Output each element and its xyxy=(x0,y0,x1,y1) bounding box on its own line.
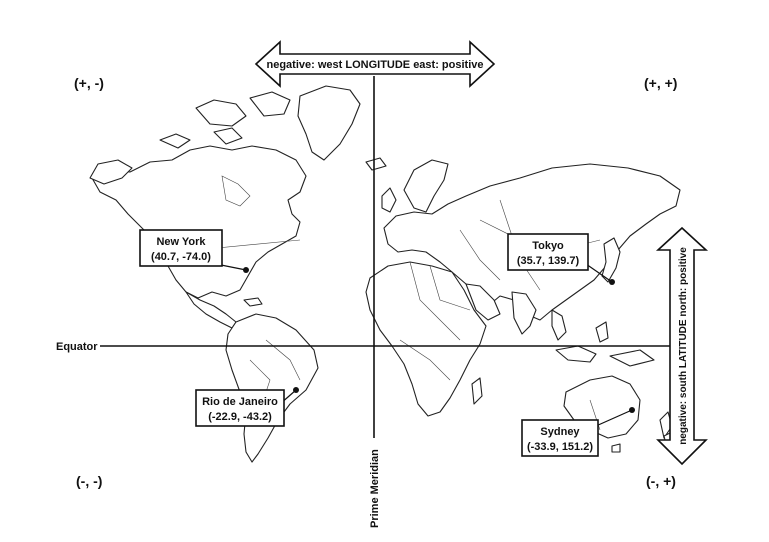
continents xyxy=(89,85,681,463)
city-marker-sydney xyxy=(629,407,635,413)
city-name-sydney: Sydney xyxy=(540,426,580,438)
city-name-rio-de-janeiro: Rio de Janeiro xyxy=(202,396,278,408)
latitude-arrow-label: negative: south LATITUDE north: positive xyxy=(678,247,689,445)
city-coords-new-york: (40.7, -74.0) xyxy=(151,251,211,263)
landmass-greenland xyxy=(297,85,361,161)
landmass-japan xyxy=(601,237,621,283)
landmass-central-america xyxy=(185,291,237,329)
longitude-arrow: negative: west LONGITUDE east: positive xyxy=(254,40,496,88)
landmass-africa xyxy=(365,261,487,417)
quadrant-label-top-right: (+, +) xyxy=(644,75,677,91)
city-marker-new-york xyxy=(243,267,249,273)
callout-rio-de-janeiro: Rio de Janeiro (-22.9, -43.2) xyxy=(195,387,299,427)
landmass-alaska xyxy=(89,159,133,185)
landmass-south-america xyxy=(225,313,319,463)
city-marker-tokyo xyxy=(609,279,615,285)
city-coords-rio-de-janeiro: (-22.9, -43.2) xyxy=(208,411,272,423)
quadrant-label-bottom-left: (-, -) xyxy=(76,473,102,489)
equator-label: Equator xyxy=(56,341,98,353)
latitude-arrow: negative: south LATITUDE north: positive xyxy=(655,226,709,466)
callout-new-york: New York (40.7, -74.0) xyxy=(139,229,249,273)
quadrant-label-bottom-right: (-, +) xyxy=(646,473,676,489)
longitude-arrow-label: negative: west LONGITUDE east: positive xyxy=(267,59,484,71)
city-coords-sydney: (-33.9, 151.2) xyxy=(527,441,593,453)
callout-tokyo: Tokyo (35.7, 139.7) xyxy=(507,233,615,285)
quadrant-label-top-left: (+, -) xyxy=(74,75,104,91)
city-name-tokyo: Tokyo xyxy=(532,240,564,252)
city-name-new-york: New York xyxy=(156,236,206,248)
prime-meridian-label: Prime Meridian xyxy=(369,449,381,528)
callout-sydney: Sydney (-33.9, 151.2) xyxy=(521,407,635,457)
city-coords-tokyo: (35.7, 139.7) xyxy=(517,255,580,267)
city-marker-rio-de-janeiro xyxy=(293,387,299,393)
